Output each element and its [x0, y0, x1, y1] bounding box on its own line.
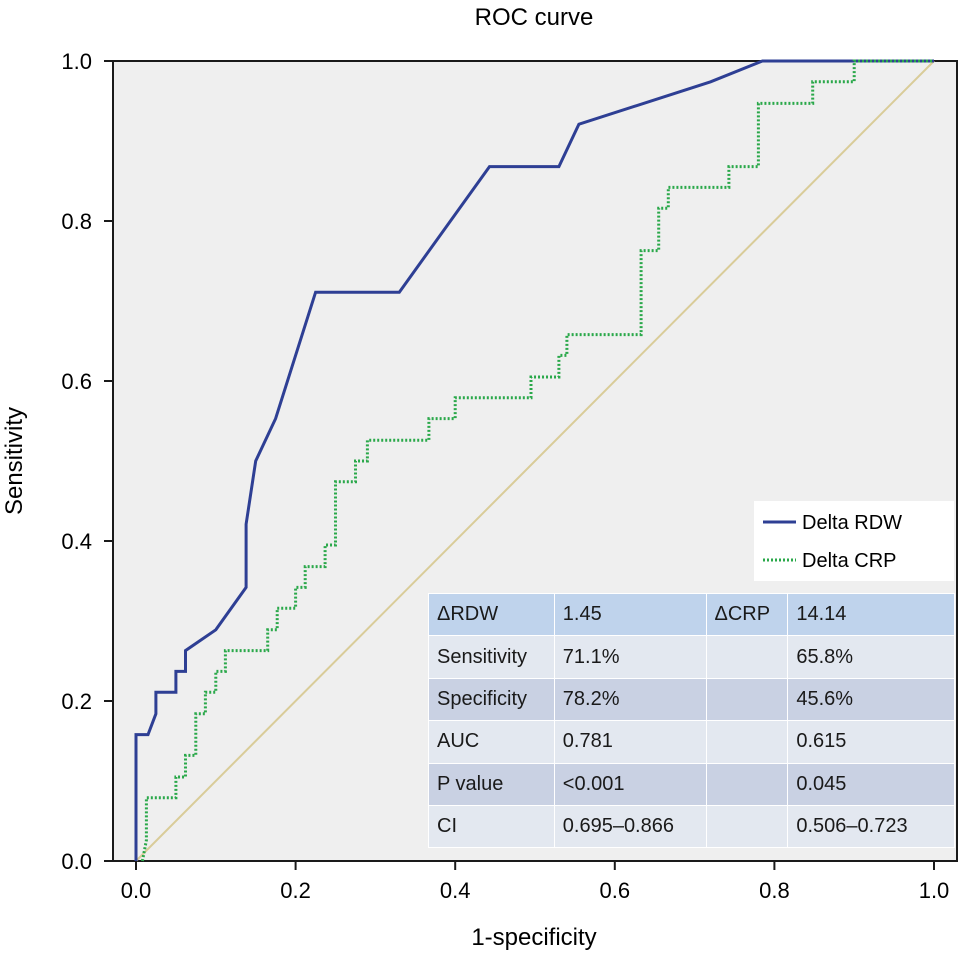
table-row: Sensitivity 71.1% 65.8%: [428, 635, 955, 679]
table-row: CI 0.695–0.866 0.506–0.723: [428, 804, 955, 849]
table-cell: P value: [428, 762, 555, 806]
stats-table: ΔRDW 1.45 ΔCRP 14.14 Sensitivity 71.1% 65.8% Sp…: [428, 592, 955, 849]
table-cell: ΔRDW: [428, 592, 555, 637]
table-cell: 0.781: [553, 720, 707, 764]
x-tick-label: 0.8: [759, 878, 790, 903]
table-cell: [705, 635, 789, 679]
x-tick-label: 0.0: [121, 878, 152, 903]
table-cell: 78.2%: [553, 677, 707, 722]
table-cell: ΔCRP: [705, 592, 789, 637]
table-cell: [705, 720, 789, 764]
reference-diagonal-line: [135, 60, 935, 862]
x-tick-label: 0.4: [440, 878, 471, 903]
y-axis-label: Sensitivity: [1, 407, 28, 515]
legend-label-delta-crp: Delta CRP: [802, 550, 896, 572]
x-tick-label: 1.0: [919, 878, 950, 903]
y-tick-label: 1.0: [61, 49, 92, 74]
table-cell: 71.1%: [553, 635, 707, 679]
table-cell: [705, 804, 789, 849]
table-cell: Specificity: [428, 677, 555, 722]
y-tick-label: 0.4: [61, 529, 92, 554]
y-tick-label: 0.0: [61, 849, 92, 874]
series-line-delta-rdw: [134, 59, 934, 861]
legend-box: [754, 501, 954, 581]
table-cell: 14.14: [787, 592, 955, 637]
table-row: P value <0.001 0.045: [428, 762, 955, 806]
x-tick-label: 0.6: [600, 878, 631, 903]
x-axis-label: 1-specificity: [471, 924, 596, 951]
table-cell: [705, 677, 789, 722]
x-tick-label: 0.2: [280, 878, 311, 903]
table-cell: 65.8%: [787, 635, 955, 679]
legend: Delta RDW Delta CRP: [754, 501, 954, 581]
axis-ticks-group: 0.0 0.2 0.4 0.6 0.8 1.0 0.0 0.2 0.4 0.6 0.8 1.0: [61, 49, 949, 903]
table-cell: Sensitivity: [428, 635, 555, 679]
table-cell: 0.695–0.866: [553, 804, 707, 849]
table-row: AUC 0.781 0.615: [428, 720, 955, 764]
table-row: ΔRDW 1.45 ΔCRP 14.14: [428, 592, 955, 637]
table-cell: 1.45: [553, 592, 707, 637]
reference-diagonal-group: [135, 60, 935, 862]
table-cell: <0.001: [553, 762, 707, 806]
y-tick-label: 0.6: [61, 369, 92, 394]
series-line-delta-crp: [140, 59, 934, 862]
y-tick-label: 0.8: [61, 209, 92, 234]
chart-title: ROC curve: [475, 4, 594, 31]
table-row: Specificity 78.2% 45.6%: [428, 677, 955, 722]
table-cell: 0.615: [787, 720, 955, 764]
table-cell: 45.6%: [787, 677, 955, 722]
table-cell: 0.506–0.723: [787, 804, 955, 849]
series-group: [134, 59, 934, 862]
table-cell: [705, 762, 789, 806]
table-cell: AUC: [428, 720, 555, 764]
table-cell: 0.045: [787, 762, 955, 806]
y-tick-label: 0.2: [61, 689, 92, 714]
legend-label-delta-rdw: Delta RDW: [802, 512, 902, 534]
table-cell: CI: [428, 804, 555, 849]
